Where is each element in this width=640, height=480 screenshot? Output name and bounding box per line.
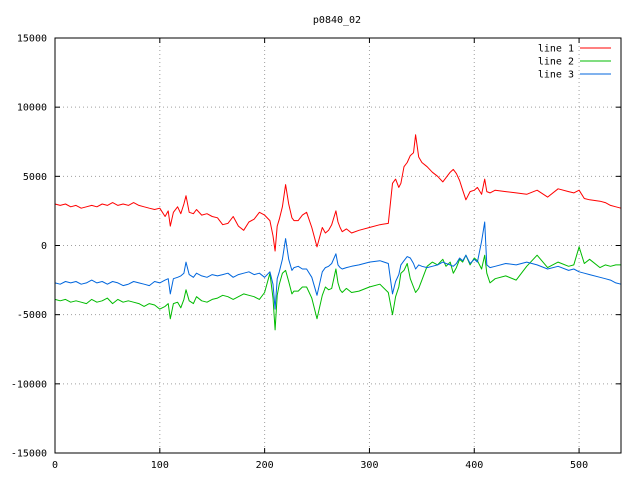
- series-line-3: [54, 221, 622, 310]
- legend-label-2: line 2: [538, 57, 574, 68]
- y-tick-label: 5000: [23, 172, 47, 183]
- chart-title: p0840_02: [313, 15, 361, 26]
- y-tick-label: -10000: [11, 379, 47, 390]
- y-tick-label: 10000: [17, 103, 47, 114]
- x-tick-label: 100: [151, 460, 169, 471]
- grid: [55, 38, 621, 453]
- x-tick-label: 300: [360, 460, 378, 471]
- x-tick-label: 500: [570, 460, 588, 471]
- series-line-1: [54, 134, 622, 252]
- y-tick-label: -15000: [11, 449, 47, 460]
- legend-label-3: line 3: [538, 70, 574, 81]
- y-tick-label: 15000: [17, 34, 47, 45]
- x-tick-label: 400: [465, 460, 483, 471]
- series-lines: [54, 134, 622, 331]
- y-tick-label: 0: [41, 241, 47, 252]
- legend: line 1 line 2 line 3: [538, 44, 611, 81]
- legend-label-1: line 1: [538, 44, 574, 55]
- x-tick-label: 0: [52, 460, 58, 471]
- y-tick-label: -5000: [17, 310, 47, 321]
- x-tick-label: 200: [256, 460, 274, 471]
- series-line-2: [54, 246, 621, 331]
- axis-ticks: 0 100 200 300 400 500 -15000 -10000 -5000 0 5000 10…: [11, 34, 621, 471]
